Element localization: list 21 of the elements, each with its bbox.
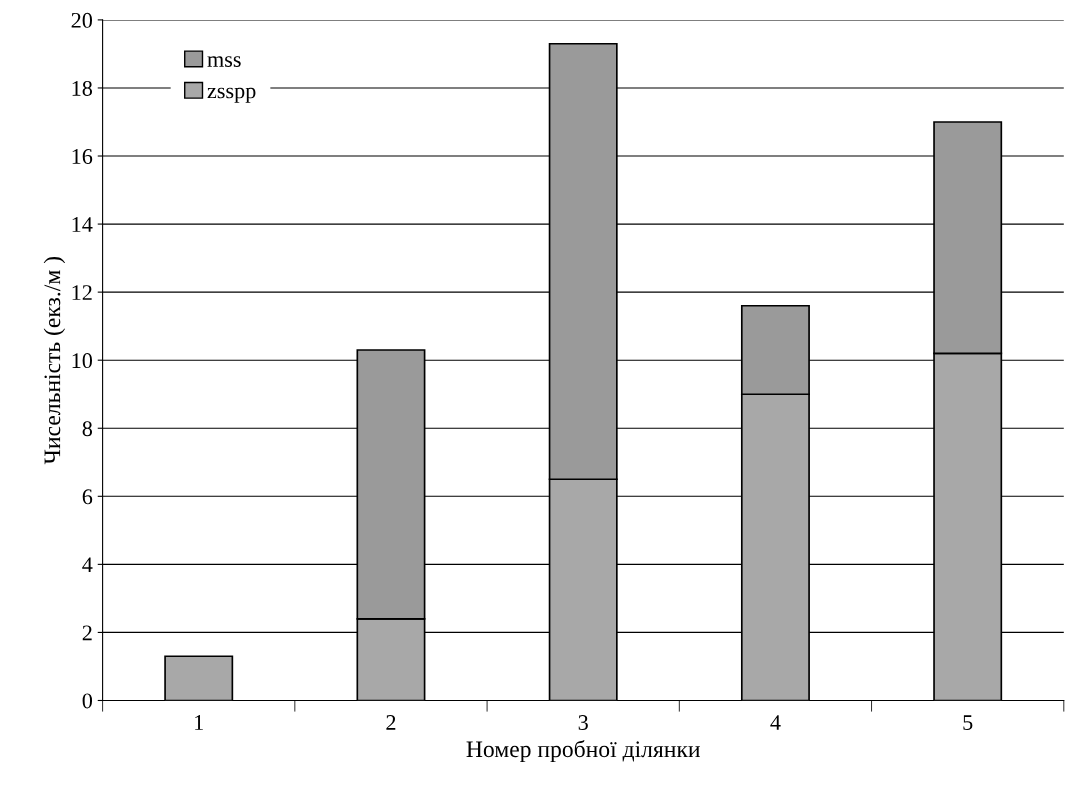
y-tick-label: 20 — [71, 12, 93, 28]
y-tick-label: 8 — [82, 421, 93, 437]
legend-label: zsspp — [207, 87, 256, 103]
x-tick-label: 2 — [386, 715, 396, 730]
y-tick-label: 0 — [82, 693, 93, 709]
y-tick-label: 14 — [72, 217, 93, 232]
y-tick-label: 16 — [72, 149, 93, 164]
y-tick-label: 12 — [72, 285, 92, 300]
x-tick-label: 1 — [195, 715, 203, 730]
x-tick-label: 5 — [963, 715, 973, 731]
legend-label: mss — [207, 56, 241, 67]
x-tick-label: 4 — [770, 715, 781, 730]
bar — [164, 655, 234, 701]
x-tick-label: 3 — [578, 715, 588, 731]
y-tick-label: 6 — [82, 489, 93, 505]
y-tick-label: 10 — [72, 353, 93, 369]
y-axis-title: Чисельність (екз./м ) — [43, 257, 66, 465]
x-axis-title: Номер пробної ділянки — [466, 740, 700, 763]
y-tick-label: 4 — [82, 557, 93, 573]
y-tick-label: 18 — [72, 80, 93, 96]
y-tick-label: 2 — [82, 625, 92, 641]
